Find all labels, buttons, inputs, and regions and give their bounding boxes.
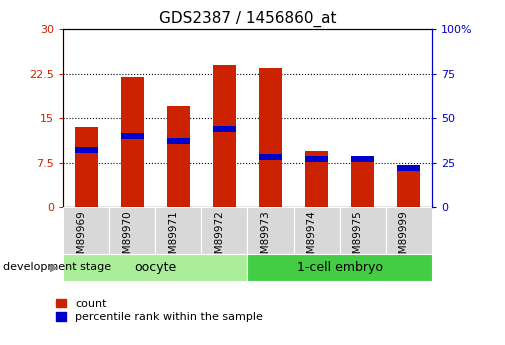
Text: GSM89972: GSM89972 bbox=[215, 211, 224, 267]
Bar bbox=[201, 207, 247, 254]
Bar bbox=[351, 157, 374, 207]
Text: development stage: development stage bbox=[3, 263, 111, 272]
Bar bbox=[75, 147, 97, 153]
Text: ▶: ▶ bbox=[49, 263, 58, 272]
Legend: count, percentile rank within the sample: count, percentile rank within the sample bbox=[56, 299, 263, 322]
Bar bbox=[339, 207, 386, 254]
Text: GSM89974: GSM89974 bbox=[307, 211, 317, 267]
Bar bbox=[156, 207, 201, 254]
Text: 1-cell embryo: 1-cell embryo bbox=[296, 261, 383, 274]
Text: GSM89970: GSM89970 bbox=[122, 211, 132, 267]
Bar bbox=[63, 207, 109, 254]
Text: GSM89999: GSM89999 bbox=[399, 211, 409, 267]
Bar bbox=[247, 254, 432, 281]
Bar bbox=[167, 106, 190, 207]
Bar bbox=[351, 156, 374, 162]
Bar bbox=[121, 77, 144, 207]
Bar bbox=[167, 138, 190, 144]
Bar bbox=[213, 126, 236, 132]
Bar bbox=[293, 207, 339, 254]
Title: GDS2387 / 1456860_at: GDS2387 / 1456860_at bbox=[159, 10, 336, 27]
Bar bbox=[259, 68, 282, 207]
Bar bbox=[305, 156, 328, 162]
Text: GSM89973: GSM89973 bbox=[261, 211, 271, 267]
Text: GSM89975: GSM89975 bbox=[352, 211, 363, 267]
Bar bbox=[247, 207, 293, 254]
Bar bbox=[259, 154, 282, 160]
Text: GSM89969: GSM89969 bbox=[76, 211, 86, 267]
Bar bbox=[63, 254, 247, 281]
Bar bbox=[109, 207, 156, 254]
Bar bbox=[397, 165, 420, 171]
Text: GSM89971: GSM89971 bbox=[168, 211, 178, 267]
Bar bbox=[305, 151, 328, 207]
Bar bbox=[121, 133, 144, 139]
Bar bbox=[386, 207, 432, 254]
Text: oocyte: oocyte bbox=[134, 261, 176, 274]
Bar bbox=[75, 127, 97, 207]
Bar bbox=[397, 166, 420, 207]
Bar bbox=[213, 65, 236, 207]
